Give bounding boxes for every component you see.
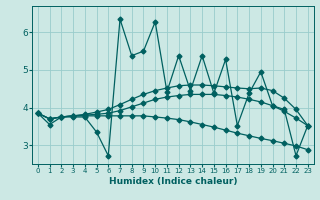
X-axis label: Humidex (Indice chaleur): Humidex (Indice chaleur)	[108, 177, 237, 186]
